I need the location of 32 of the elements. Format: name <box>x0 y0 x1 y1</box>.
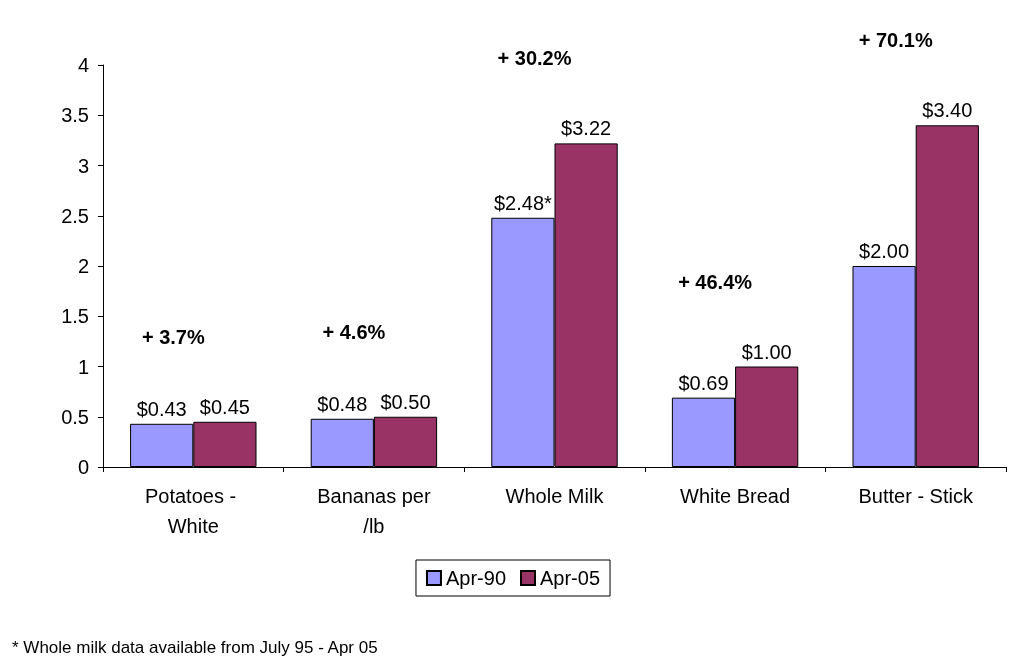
y-tick-label: 0.5 <box>61 405 89 428</box>
annotation: + 46.4% <box>678 270 753 293</box>
x-tick-label: White Bread <box>680 485 791 507</box>
x-tick-label: Potatoes - White <box>144 485 242 537</box>
data-label: $0.48 <box>317 392 368 415</box>
y-tick-label: 2 <box>77 255 89 277</box>
y-tick-label: 1 <box>77 355 89 378</box>
data-label: $2.00 <box>859 240 910 262</box>
y-tick-label: 3.5 <box>61 104 89 127</box>
data-label: $2.48* <box>493 191 553 214</box>
data-label: $3.22 <box>561 117 612 140</box>
annotation: + 3.7% <box>141 325 205 348</box>
data-label: $3.40 <box>922 99 973 122</box>
y-tick-label: 1.5 <box>61 305 89 328</box>
y-tick-label: 0 <box>77 456 89 478</box>
text: + 70.1% <box>858 29 933 52</box>
legend-label: Apr-90 <box>445 567 506 589</box>
data-label: $0.69 <box>678 371 729 394</box>
data-label: $0.50 <box>380 390 431 413</box>
y-tick-label: 2.5 <box>61 204 89 227</box>
x-tick-label: Whole Milk <box>505 485 605 507</box>
x-tick-label: Bananas per/lb <box>317 485 431 537</box>
data-label: $1.00 <box>741 340 792 363</box>
legend-label: Apr-05 <box>540 567 601 589</box>
data-label: $0.45 <box>199 395 250 418</box>
annotation: + 30.2% <box>497 47 572 70</box>
annotation: + 4.6% <box>322 320 386 343</box>
y-tick-label: 4 <box>77 54 89 76</box>
x-tick-label: Butter - Stick <box>858 485 974 507</box>
y-tick-label: 3 <box>77 154 89 177</box>
text: * Whole milk data available from July 95 - Apr 05 <box>12 638 378 657</box>
data-label: $0.43 <box>136 397 187 420</box>
